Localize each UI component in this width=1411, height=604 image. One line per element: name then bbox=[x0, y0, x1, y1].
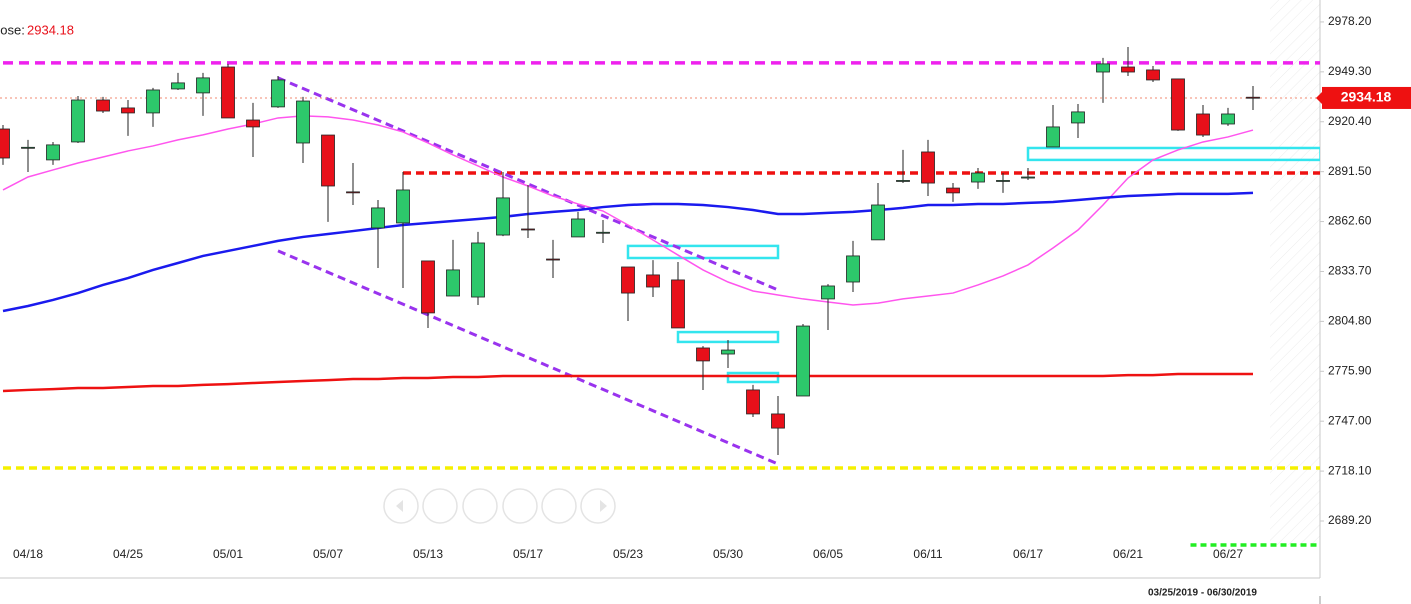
candle-body bbox=[621, 266, 635, 294]
y-tick-label: 2891.50 bbox=[1328, 164, 1372, 178]
y-tick-label: 2718.10 bbox=[1328, 463, 1372, 477]
candle-body bbox=[946, 187, 960, 194]
nav-button[interactable] bbox=[422, 488, 458, 524]
moving-average bbox=[2, 115, 1254, 306]
candle-body bbox=[671, 279, 685, 329]
candle-body bbox=[871, 204, 885, 241]
x-tick-label: 06/21 bbox=[1113, 547, 1143, 561]
y-tick-label: 2804.80 bbox=[1328, 314, 1372, 328]
candle-body bbox=[71, 99, 85, 143]
y-tick-label: 2862.60 bbox=[1328, 214, 1372, 228]
date-range: 03/25/2019 - 06/30/2019 bbox=[1148, 588, 1257, 599]
zone bbox=[1026, 146, 1320, 162]
candle-body bbox=[521, 228, 535, 231]
plot-area bbox=[0, 46, 1320, 547]
navigation bbox=[383, 488, 616, 524]
zone bbox=[726, 371, 780, 384]
y-tick-label: 2978.20 bbox=[1328, 14, 1372, 28]
candle-body bbox=[171, 82, 185, 90]
candle-body bbox=[196, 77, 210, 94]
candle-body bbox=[1071, 111, 1085, 124]
candle-body bbox=[821, 285, 835, 300]
candle-body bbox=[646, 274, 660, 288]
candle-body bbox=[1021, 176, 1035, 179]
moving-average bbox=[2, 191, 1254, 313]
candle-body bbox=[271, 79, 285, 108]
candle-body bbox=[396, 189, 410, 224]
candle-body bbox=[596, 231, 610, 234]
x-tick-label: 06/17 bbox=[1013, 547, 1043, 561]
candle-body bbox=[696, 347, 710, 362]
candle-body bbox=[546, 258, 560, 261]
y-tick-label: 2949.30 bbox=[1328, 64, 1372, 78]
y-tick-label: 2920.40 bbox=[1328, 114, 1372, 128]
x-tick-label: 05/01 bbox=[213, 547, 243, 561]
x-tick-label: 05/30 bbox=[713, 547, 743, 561]
candle-body bbox=[0, 128, 10, 159]
candle-body bbox=[96, 99, 110, 112]
candle-body bbox=[1046, 126, 1060, 148]
candle-body bbox=[446, 269, 460, 297]
candle-body bbox=[1221, 113, 1235, 125]
candle-body bbox=[971, 172, 985, 183]
x-tick-label: 06/05 bbox=[813, 547, 843, 561]
candle-body bbox=[721, 349, 735, 355]
x-tick-label: 06/27 bbox=[1213, 547, 1243, 561]
candle-body bbox=[1096, 63, 1110, 73]
x-tick-label: 05/13 bbox=[413, 547, 443, 561]
nav-button[interactable] bbox=[462, 488, 498, 524]
x-tick-label: 04/25 bbox=[113, 547, 143, 561]
x-tick-label: 06/11 bbox=[913, 547, 942, 561]
x-tick-label: 05/07 bbox=[313, 547, 343, 561]
close-value: 2934.18 bbox=[27, 22, 74, 37]
candle-body bbox=[571, 218, 585, 238]
candle-body bbox=[121, 107, 135, 114]
y-tick-label: 2689.20 bbox=[1328, 513, 1372, 527]
y-tick-label: 2833.70 bbox=[1328, 264, 1372, 278]
candle-body bbox=[996, 180, 1010, 182]
nav-button[interactable] bbox=[541, 488, 577, 524]
candle-body bbox=[746, 389, 760, 415]
nav-button[interactable] bbox=[502, 488, 538, 524]
candle-body bbox=[471, 242, 485, 298]
candle-body bbox=[371, 207, 385, 229]
x-tick-label: 05/23 bbox=[613, 547, 643, 561]
last-price-label: 2934.18 bbox=[1341, 89, 1392, 105]
last-price-badge bbox=[1322, 86, 1411, 109]
moving-average bbox=[2, 372, 1253, 393]
y-tick-label: 2775.90 bbox=[1328, 363, 1372, 377]
candle-body bbox=[146, 89, 160, 114]
close-label: Close: bbox=[0, 22, 25, 37]
candle-body bbox=[846, 255, 860, 283]
candle-body bbox=[246, 119, 260, 128]
candle-body bbox=[1121, 66, 1135, 73]
y-tick-label: 2747.00 bbox=[1328, 413, 1372, 427]
candle-body bbox=[1146, 69, 1160, 81]
candle-body bbox=[921, 151, 935, 184]
candle-body bbox=[221, 66, 235, 119]
candle-body bbox=[771, 413, 785, 429]
x-tick-label: 05/17 bbox=[513, 547, 543, 561]
candle-body bbox=[296, 100, 310, 144]
candle-body bbox=[1246, 96, 1260, 99]
candle-body bbox=[321, 134, 335, 187]
candle-body bbox=[1196, 113, 1210, 136]
last-price-pointer bbox=[1316, 91, 1322, 104]
candle-body bbox=[496, 197, 510, 236]
candle-body bbox=[21, 146, 35, 149]
candle-body bbox=[46, 144, 60, 161]
candle-body bbox=[896, 180, 910, 182]
candle-body bbox=[796, 325, 810, 397]
x-tick-label: 04/18 bbox=[13, 547, 43, 561]
candle-body bbox=[1171, 78, 1185, 131]
future-area bbox=[1270, 0, 1320, 545]
nav-button[interactable] bbox=[580, 488, 616, 524]
candle-body bbox=[421, 260, 435, 314]
candle-body bbox=[346, 191, 360, 194]
